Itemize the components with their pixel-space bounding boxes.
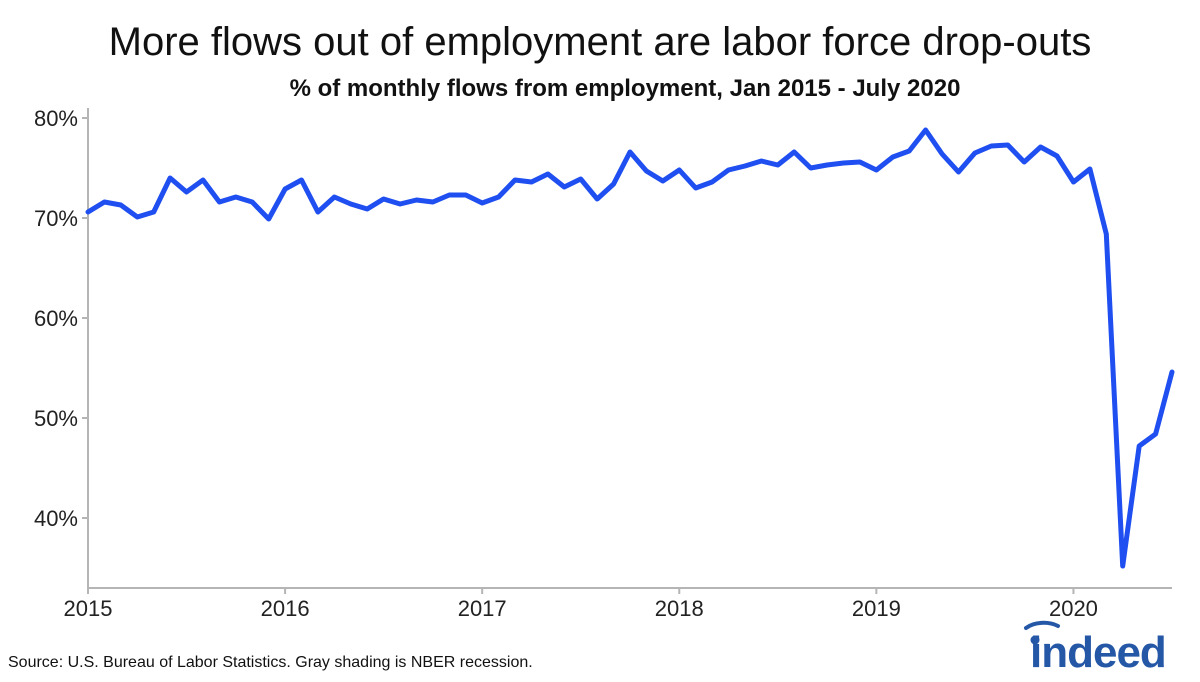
axes: [87, 108, 1172, 589]
y-tick-label: 70%: [34, 206, 78, 231]
chart-title: More flows out of employment are labor f…: [108, 20, 1092, 64]
y-tick-label: 80%: [34, 106, 78, 131]
y-tick-label: 40%: [34, 506, 78, 531]
y-tick-label: 60%: [34, 306, 78, 331]
y-tick-label: 50%: [34, 406, 78, 431]
x-tick-label: 2018: [655, 596, 704, 621]
x-tick-label: 2020: [1049, 596, 1098, 621]
logo-dot-icon: [1030, 635, 1040, 645]
source-note: Source: U.S. Bureau of Labor Statistics.…: [8, 654, 533, 671]
x-tick-label: 2019: [852, 596, 901, 621]
brand-wordmark: indeed: [1030, 628, 1167, 677]
series: [85, 127, 1175, 569]
indeed-logo: [1024, 620, 1060, 645]
x-tick-label: 2015: [64, 596, 113, 621]
x-tick-label: 2017: [458, 596, 507, 621]
series-line: [85, 127, 1175, 569]
x-tick-label: 2016: [261, 596, 310, 621]
logo-arc-icon: [1024, 620, 1060, 630]
ticks: 40% 50% 60% 70% 80% 2015 2016 2017 2018 2019 2020: [34, 106, 1098, 621]
chart-subtitle: % of monthly flows from employment, Jan …: [289, 75, 961, 102]
